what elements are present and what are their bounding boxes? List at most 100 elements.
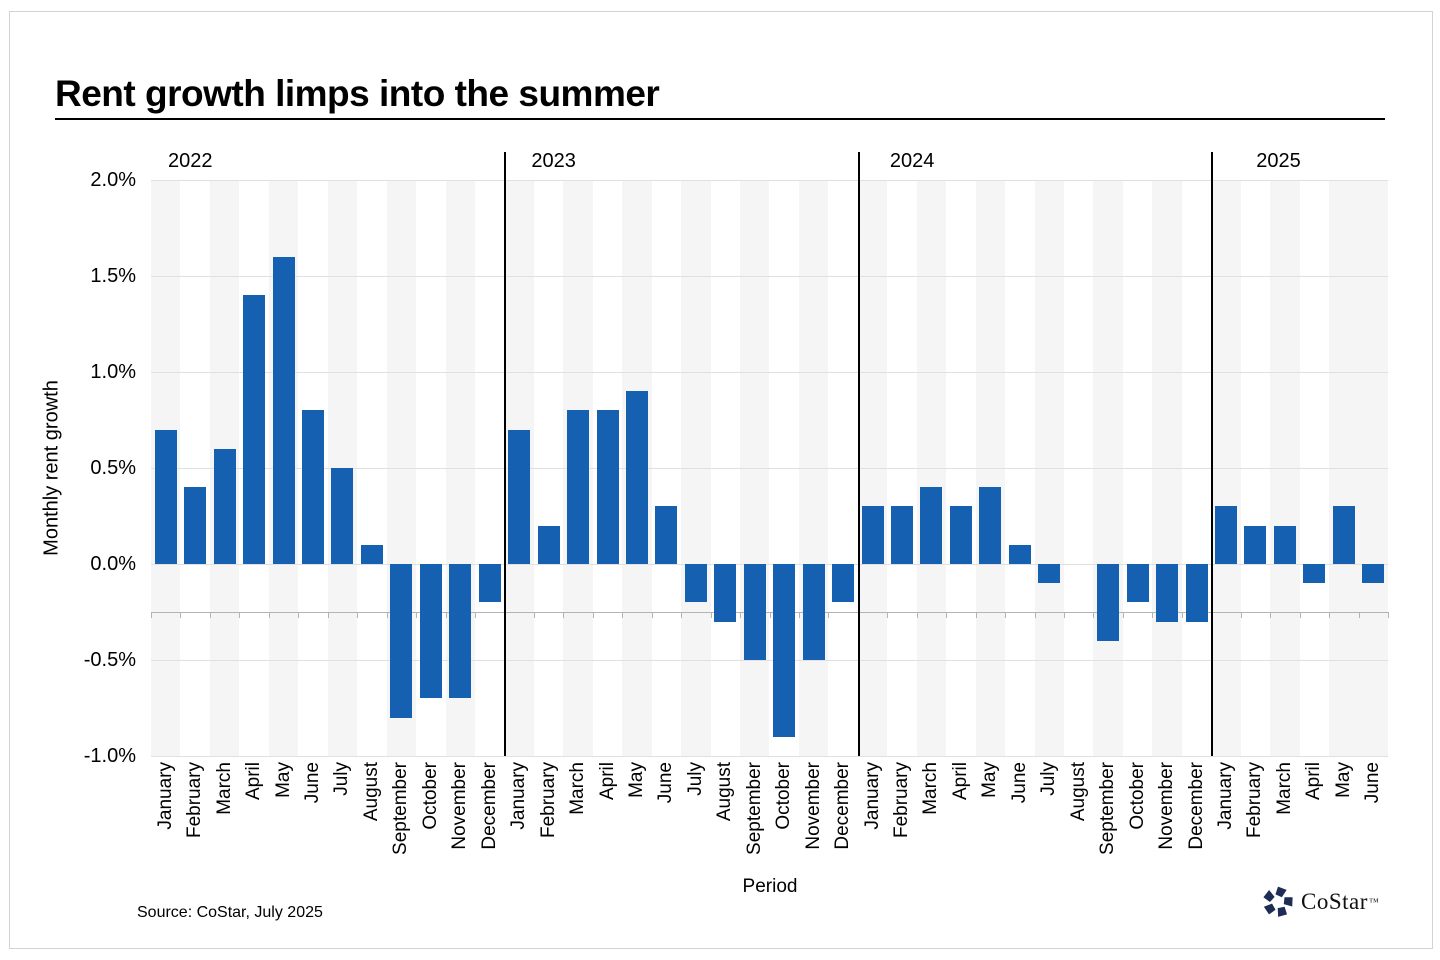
bar-2024-september [1097, 564, 1120, 641]
costar-logo: CoStar ™ [1262, 886, 1379, 918]
category-axis-tick [209, 612, 211, 618]
bar-2025-january [1215, 506, 1237, 564]
bar-2022-december [478, 564, 501, 603]
bar-2023-july [684, 564, 707, 603]
year-divider-2023 [504, 152, 507, 756]
xtick-label-2022-may: May [272, 762, 294, 798]
xtick-label-2022-july: July [331, 762, 353, 796]
year-label-2024: 2024 [889, 150, 935, 172]
xtick-label-2022-february: February [184, 762, 206, 839]
xtick-label-2023-may: May [625, 762, 647, 798]
xtick-label-2024-may: May [979, 762, 1001, 798]
category-axis-tick [1299, 612, 1301, 618]
category-axis-tick [1181, 612, 1183, 618]
ytick-label-0: 0.0% [90, 553, 136, 575]
bar-2022-may [272, 256, 295, 564]
category-axis-tick [887, 612, 889, 618]
category-axis-tick [180, 612, 182, 618]
xtick-label-2024-december: December [1185, 762, 1207, 850]
bar-2023-november [802, 564, 825, 660]
bar-2024-november [1156, 564, 1179, 622]
category-axis-tick [1329, 612, 1331, 618]
bar-2024-december [1185, 564, 1208, 622]
chart-title: Rent growth limps into the summer [55, 72, 660, 114]
xtick-label-2024-january: January [861, 762, 883, 830]
year-label-2023: 2023 [531, 150, 576, 172]
xtick-label-2023-october: October [773, 762, 795, 830]
xtick-label-2023-december: December [832, 762, 854, 850]
gridline-0 [151, 564, 1388, 565]
title-divider-rule [55, 118, 1385, 120]
xtick-label-2025-february: February [1244, 762, 1266, 839]
xtick-label-2024-march: March [920, 762, 942, 815]
gridline--0.5 [151, 660, 1388, 661]
bar-2025-june [1362, 564, 1385, 584]
ytick-label-1: 1.0% [90, 361, 136, 383]
xtick-label-2022-november: November [449, 762, 471, 850]
category-axis-tick [327, 612, 329, 618]
xtick-label-2022-september: September [390, 762, 412, 855]
category-axis-tick [916, 612, 918, 618]
gridline-1.5 [151, 276, 1388, 277]
xtick-label-2024-april: April [949, 762, 971, 801]
category-axis-tick [1005, 612, 1007, 618]
year-label-2022: 2022 [168, 150, 213, 172]
bar-2022-february [184, 487, 207, 564]
xtick-label-2025-march: March [1273, 762, 1295, 815]
category-axis-tick [710, 612, 712, 618]
gridline-2 [151, 180, 1388, 181]
bar-2022-october [419, 564, 442, 699]
xtick-label-2024-june: June [1008, 762, 1030, 804]
bar-2022-july [331, 468, 354, 564]
bar-2024-july [1038, 564, 1061, 584]
bar-2023-january [508, 429, 531, 564]
xtick-label-2023-november: November [802, 762, 824, 850]
category-axis-tick [740, 612, 742, 618]
x-axis-title: Period [742, 876, 798, 897]
category-axis-tick [1240, 612, 1242, 618]
bar-2022-september [390, 564, 413, 718]
xtick-label-2024-september: September [1097, 762, 1119, 855]
bar-2024-january [861, 506, 884, 564]
category-axis-tick [1270, 612, 1272, 618]
xtick-label-2024-november: November [1156, 762, 1178, 850]
ytick-label--0.5: -0.5% [83, 649, 136, 671]
bar-2023-march [567, 410, 590, 564]
ytick-label-1.5: 1.5% [90, 265, 136, 287]
category-axis-tick [681, 612, 683, 618]
category-axis-tick [592, 612, 594, 618]
ytick-label--1: -1.0% [83, 745, 136, 767]
category-axis-tick [798, 612, 800, 618]
year-divider-2025 [1211, 152, 1214, 756]
bar-2023-may [625, 391, 648, 564]
costar-wordmark: CoStar [1301, 889, 1368, 914]
category-axis-tick [622, 612, 624, 618]
year-divider-2024 [857, 152, 860, 756]
xtick-label-2025-may: May [1332, 762, 1354, 798]
xtick-label-2023-august: August [714, 762, 736, 822]
category-axis-tick [386, 612, 388, 618]
xtick-label-2023-june: June [655, 762, 677, 804]
bar-2024-april [949, 506, 972, 564]
xtick-label-2022-april: April [243, 762, 265, 801]
category-axis-tick [445, 612, 447, 618]
xtick-label-2024-july: July [1038, 762, 1060, 796]
bar-2024-june [1008, 544, 1031, 564]
bar-2023-april [596, 410, 619, 564]
xtick-label-2022-december: December [478, 762, 500, 850]
ytick-label-0.5: 0.5% [90, 457, 136, 479]
category-axis-tick [298, 612, 300, 618]
source-note: Source: CoStar, July 2025 [137, 904, 323, 921]
xtick-label-2024-august: August [1067, 762, 1089, 822]
category-axis-tick [563, 612, 565, 618]
category-axis-tick [1064, 612, 1066, 618]
bar-2022-june [301, 410, 324, 564]
gridline-1 [151, 372, 1388, 373]
xtick-label-2022-august: August [360, 762, 382, 822]
category-axis-tick [268, 612, 270, 618]
bar-2024-october [1126, 564, 1149, 603]
xtick-label-2022-march: March [213, 762, 235, 815]
bar-2023-february [537, 525, 560, 564]
category-axis-tick [975, 612, 977, 618]
